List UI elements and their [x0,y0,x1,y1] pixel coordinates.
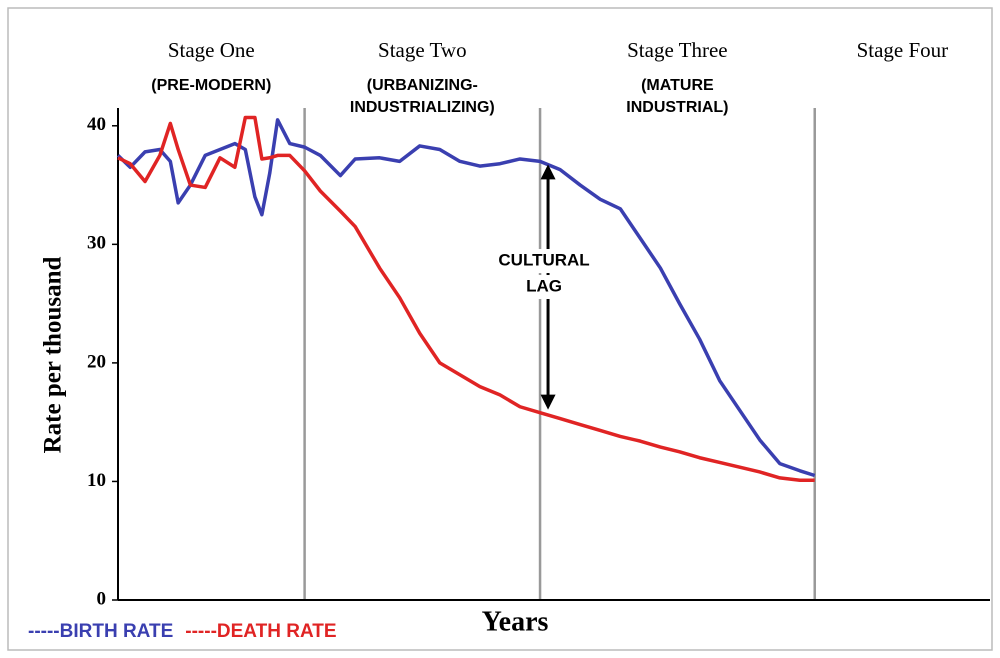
annotation: LAG [526,277,562,296]
series-line [117,115,815,483]
frame [7,7,993,651]
stage-subtitle: INDUSTRIAL) [626,99,728,116]
stage-subtitle: INDUSTRIALIZING) [350,99,495,116]
y-tick-label: 30 [87,233,106,254]
y-tick-label: 10 [87,470,106,491]
legend-entry: -----BIRTH RATE [28,621,173,642]
annotation: CULTURAL [498,251,589,270]
stage-title: Stage Four [857,38,949,62]
series-line [116,118,816,478]
legend-entry: -----DEATH RATE [185,621,336,642]
y-tick-label: 20 [87,351,106,372]
y-tick-label: 40 [87,114,106,135]
stage-title: Stage Three [627,38,728,62]
annotation-bg [486,275,611,300]
stage-title: Stage Two [378,38,467,62]
annotation-bg [486,249,611,274]
stage-subtitle: (PRE-MODERN) [151,77,271,94]
x-axis-label: Years [482,606,549,637]
stage-subtitle: (URBANIZING- [367,77,478,94]
stage-title: Stage One [168,38,255,62]
y-axis-label: Rate per thousand [40,257,67,454]
stage-subtitle: (MATURE [641,77,714,94]
y-tick-label: 0 [97,588,107,609]
